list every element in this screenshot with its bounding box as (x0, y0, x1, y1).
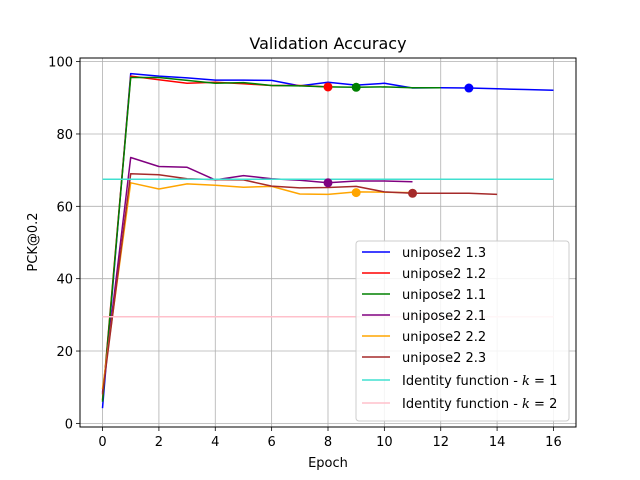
x-tick-label: 0 (98, 435, 106, 450)
x-tick-label: 16 (545, 435, 562, 450)
best-marker-1 (323, 82, 333, 92)
y-tick-label: 0 (65, 417, 73, 432)
y-tick-label: 40 (56, 273, 73, 288)
series-line-4 (101, 182, 413, 390)
x-tick-label: 14 (489, 435, 506, 450)
y-tick-label: 20 (56, 345, 73, 360)
legend-label-0: unipose2 1.3 (402, 246, 486, 261)
legend-label-1: unipose2 1.2 (402, 267, 486, 282)
y-tick-label: 60 (56, 200, 73, 215)
legend-frame (355, 240, 570, 422)
legend-label-3: unipose2 2.1 (402, 309, 486, 324)
legend: unipose2 1.3 unipose2 1.2 unipose2 1.1 unip… (355, 240, 570, 422)
best-epoch-markers (323, 82, 474, 198)
best-marker-3 (323, 178, 333, 188)
best-marker-2 (351, 82, 361, 92)
x-tick-label: 10 (376, 435, 393, 450)
legend-label-5: unipose2 2.3 (402, 351, 486, 366)
y-tick-label: 100 (48, 56, 73, 71)
legend-label-4: unipose2 2.2 (402, 330, 486, 345)
series-line-3 (101, 156, 413, 393)
legend-label-2: unipose2 1.1 (402, 288, 486, 303)
y-axis-label: PCK@0.2 (26, 212, 41, 271)
x-tick-label: 6 (267, 435, 275, 450)
best-marker-0 (464, 83, 474, 93)
axis-ticks: 0 2 4 6 8 10 12 14 16 0 20 40 60 80 100 (48, 56, 562, 450)
series-line-2 (101, 76, 441, 402)
x-tick-label: 4 (211, 435, 219, 450)
x-axis-label: Epoch (308, 456, 348, 471)
x-tick-label: 12 (432, 435, 449, 450)
chart-title: Validation Accuracy (249, 34, 406, 53)
legend-label-7: Identity function - k = 2 (402, 397, 557, 412)
series-line-5 (101, 173, 498, 395)
y-tick-label: 80 (56, 128, 73, 143)
x-tick-label: 8 (324, 435, 332, 450)
best-marker-4 (351, 188, 361, 198)
x-tick-label: 2 (155, 435, 163, 450)
best-marker-5 (408, 188, 418, 198)
legend-label-6: Identity function - k = 1 (402, 374, 557, 389)
series-line-0 (101, 72, 554, 409)
